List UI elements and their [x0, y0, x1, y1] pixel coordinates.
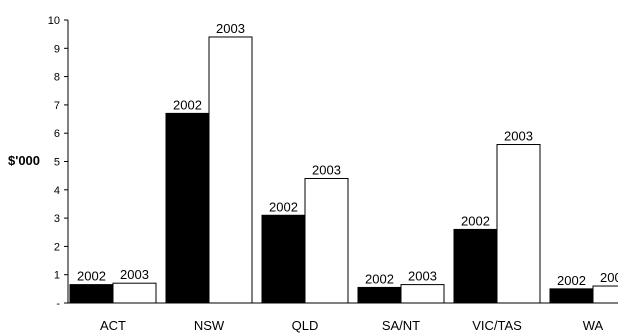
- bar-2002-nsw: [165, 112, 210, 304]
- data-label: 2003: [216, 21, 245, 36]
- x-category-label: VIC/TAS: [472, 318, 522, 333]
- y-tick-label: 6: [54, 128, 60, 140]
- x-category-label: NSW: [194, 318, 225, 333]
- bar-2003-act: [112, 282, 157, 304]
- y-tick-label: 7: [54, 100, 60, 112]
- data-label: 2003: [504, 129, 533, 144]
- y-tick-label: 5: [54, 157, 60, 169]
- y-tick-label: -: [56, 298, 60, 310]
- y-tick-label: 3: [54, 213, 60, 225]
- bar-2002-wa: [549, 288, 594, 304]
- bar-2003-sa-nt: [400, 284, 445, 304]
- data-label: 2003: [600, 270, 618, 285]
- data-label: 2002: [269, 199, 298, 214]
- data-label: 2002: [77, 269, 106, 284]
- data-label: 2003: [408, 269, 437, 284]
- bar-2002-act: [69, 284, 114, 304]
- y-tick-label: 4: [54, 185, 60, 197]
- x-category-label: ACT: [100, 318, 126, 333]
- y-tick-label: 8: [54, 72, 60, 84]
- data-label: 2002: [461, 213, 490, 228]
- y-tick-label: 10: [48, 15, 60, 27]
- bar-2003-qld: [304, 177, 349, 304]
- x-category-label: WA: [583, 318, 604, 333]
- bar-2002-qld: [261, 214, 306, 304]
- bar-2002-vic-tas: [453, 228, 498, 304]
- bar-2003-nsw: [208, 36, 253, 304]
- bar-2003-vic-tas: [496, 144, 541, 304]
- y-tick-label: 2: [54, 241, 60, 253]
- data-label: 2002: [557, 273, 586, 288]
- y-tick-label: 9: [54, 43, 60, 55]
- x-category-label: QLD: [292, 318, 319, 333]
- bar-2003-wa: [592, 285, 618, 304]
- data-label: 2002: [365, 271, 394, 286]
- data-label: 2003: [312, 162, 341, 177]
- bar-2002-sa-nt: [357, 286, 402, 304]
- data-label: 2002: [173, 97, 202, 112]
- y-axis-label: $'000: [8, 153, 40, 168]
- data-label: 2003: [120, 267, 149, 282]
- y-tick-label: 1: [54, 270, 60, 282]
- x-category-label: SA/NT: [382, 318, 420, 333]
